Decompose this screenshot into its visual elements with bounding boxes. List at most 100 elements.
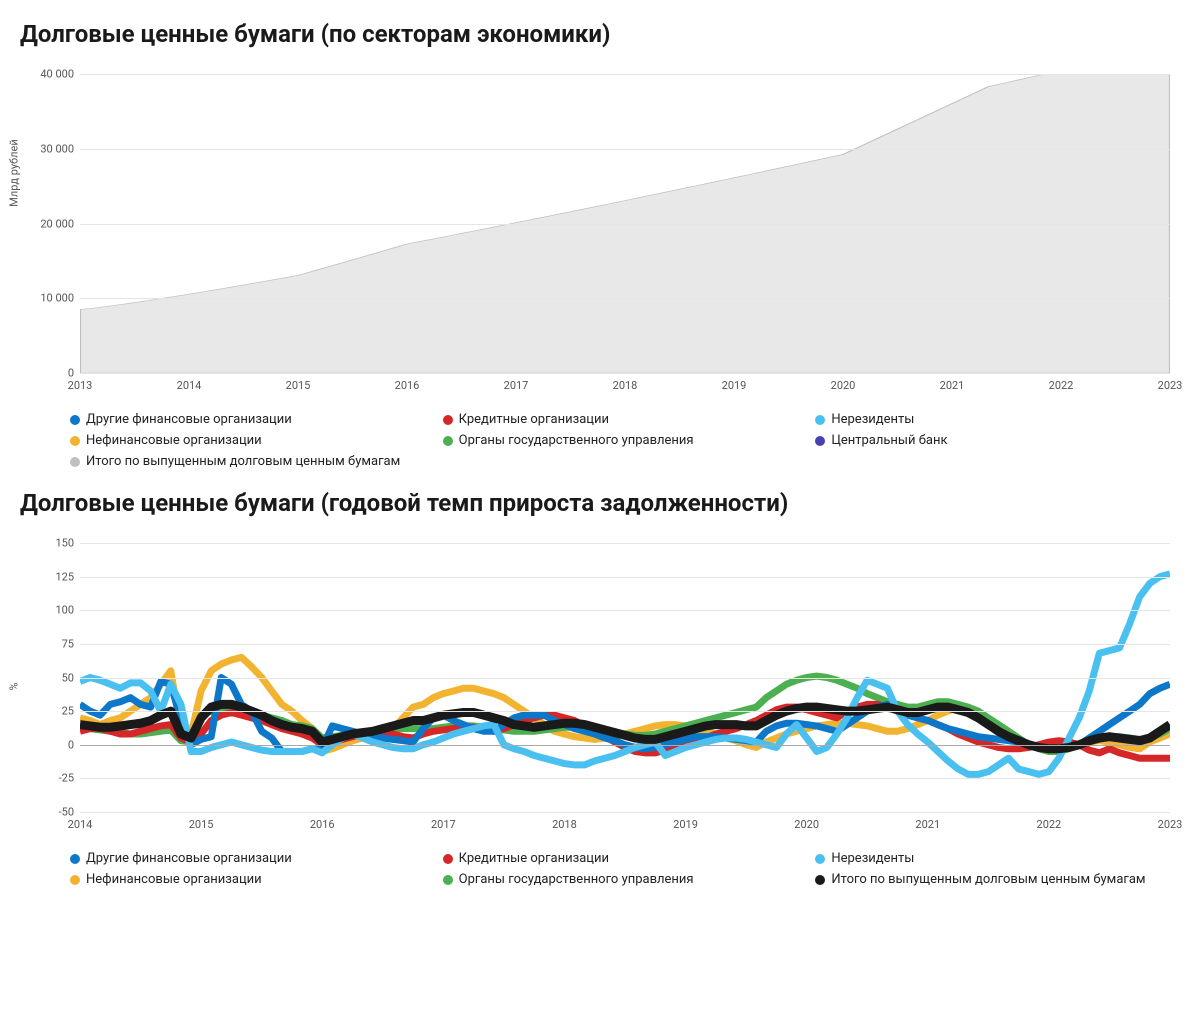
legend-dot-icon	[815, 854, 825, 864]
chart2-x-tick: 2016	[310, 818, 335, 831]
chart1-y-tick: 0	[68, 367, 74, 380]
chart1-gridline	[80, 149, 1170, 150]
legend-item[interactable]: Нефинансовые организации	[70, 872, 435, 887]
chart2-y-tick: 100	[55, 604, 74, 617]
chart1-y-tick: 30 000	[40, 142, 74, 155]
chart1-y-label: Млрд рублей	[8, 139, 21, 206]
legend-dot-icon	[815, 415, 825, 425]
chart1-x-tick: 2013	[68, 379, 93, 392]
chart2-title: Долговые ценные бумаги (годовой темп при…	[20, 489, 1180, 517]
legend-label: Органы государственного управления	[459, 872, 694, 887]
chart1-title: Долговые ценные бумаги (по секторам экон…	[20, 20, 1180, 48]
legend-item[interactable]: Нерезиденты	[815, 412, 1180, 427]
legend-dot-icon	[70, 457, 80, 467]
legend-item[interactable]: Центральный банк	[815, 433, 1180, 448]
legend-item[interactable]: Нерезиденты	[815, 851, 1180, 866]
chart1-x-tick: 2015	[286, 379, 311, 392]
legend-item[interactable]: Органы государственного управления	[443, 433, 808, 448]
legend-label: Кредитные организации	[459, 412, 609, 427]
legend-dot-icon	[70, 436, 80, 446]
legend-item[interactable]: Кредитные организации	[443, 851, 808, 866]
chart1-y-tick: 40 000	[40, 68, 74, 81]
chart2-y-tick: 50	[62, 671, 74, 684]
legend-dot-icon	[70, 415, 80, 425]
chart2-x-tick: 2023	[1158, 818, 1183, 831]
chart2-y-label: %	[8, 682, 21, 690]
legend-label: Нефинансовые организации	[86, 872, 262, 887]
chart2-gridline	[80, 577, 1170, 578]
chart2-x-tick: 2020	[794, 818, 819, 831]
chart1-gridline	[80, 373, 1170, 374]
chart2-gridline	[80, 644, 1170, 645]
chart2-area: % -50-2502550751001251502014201520162017…	[20, 533, 1180, 843]
legend-item[interactable]: Итого по выпущенным долговым ценным бума…	[815, 872, 1180, 887]
legend-label: Нерезиденты	[831, 851, 914, 866]
chart2-x-tick: 2022	[1037, 818, 1062, 831]
chart2-x-tick: 2021	[915, 818, 940, 831]
chart1-x-tick: 2017	[504, 379, 529, 392]
chart1-x-tick: 2019	[722, 379, 747, 392]
chart2-x-tick: 2014	[68, 818, 93, 831]
legend-label: Кредитные организации	[459, 851, 609, 866]
chart2-gridline	[80, 610, 1170, 611]
legend-label: Нефинансовые организации	[86, 433, 262, 448]
chart1-x-tick: 2016	[395, 379, 420, 392]
legend-label: Итого по выпущенным долговым ценным бума…	[86, 454, 400, 469]
legend-dot-icon	[815, 875, 825, 885]
legend-item[interactable]: Другие финансовые организации	[70, 412, 435, 427]
chart2-x-tick: 2018	[552, 818, 577, 831]
chart2-x-tick: 2017	[431, 818, 456, 831]
chart1-plot: 010 00020 00030 00040 000201320142015201…	[80, 74, 1170, 374]
legend-label: Другие финансовые организации	[86, 851, 292, 866]
legend-item[interactable]: Другие финансовые организации	[70, 851, 435, 866]
legend-dot-icon	[70, 875, 80, 885]
chart1-y-tick: 10 000	[40, 292, 74, 305]
legend-dot-icon	[815, 436, 825, 446]
chart2-plot: -50-250255075100125150201420152016201720…	[80, 543, 1170, 813]
legend-dot-icon	[70, 854, 80, 864]
legend-item[interactable]: Нефинансовые организации	[70, 433, 435, 448]
chart2-block: Долговые ценные бумаги (годовой темп при…	[20, 489, 1180, 887]
legend-item[interactable]: Органы государственного управления	[443, 872, 808, 887]
chart2-y-tick: 75	[62, 637, 74, 650]
chart2-y-tick: 0	[68, 738, 74, 751]
chart2-x-tick: 2019	[673, 818, 698, 831]
chart2-gridline	[80, 543, 1170, 544]
chart1-gridline	[80, 74, 1170, 75]
legend-dot-icon	[443, 854, 453, 864]
legend-label: Центральный банк	[831, 433, 947, 448]
chart1-gridline	[80, 224, 1170, 225]
chart1-x-tick: 2021	[940, 379, 965, 392]
chart2-gridline	[80, 678, 1170, 679]
legend-dot-icon	[443, 415, 453, 425]
legend-dot-icon	[443, 875, 453, 885]
legend-label: Итого по выпущенным долговым ценным бума…	[831, 872, 1145, 887]
chart1-x-tick: 2018	[613, 379, 638, 392]
chart2-gridline	[80, 778, 1170, 779]
chart1-legend: Другие финансовые организации Кредитные о…	[20, 412, 1180, 469]
chart1-block: Долговые ценные бумаги (по секторам экон…	[20, 20, 1180, 469]
chart2-y-tick: -25	[59, 772, 74, 785]
chart1-y-tick: 20 000	[40, 217, 74, 230]
chart2-gridline	[80, 745, 1170, 746]
legend-label: Органы государственного управления	[459, 433, 694, 448]
chart2-y-tick: 125	[55, 570, 74, 583]
chart1-gridline	[80, 298, 1170, 299]
legend-label: Нерезиденты	[831, 412, 914, 427]
chart1-x-tick: 2023	[1158, 379, 1183, 392]
legend-label: Другие финансовые организации	[86, 412, 292, 427]
chart2-y-tick: -50	[59, 806, 74, 819]
legend-dot-icon	[443, 436, 453, 446]
chart2-y-tick: 25	[62, 705, 74, 718]
legend-item[interactable]: Итого по выпущенным долговым ценным бума…	[70, 454, 435, 469]
chart1-area: Млрд рублей 010 00020 00030 00040 000201…	[20, 64, 1180, 404]
chart1-x-tick: 2020	[831, 379, 856, 392]
chart1-x-tick: 2014	[177, 379, 202, 392]
chart2-legend: Другие финансовые организации Кредитные о…	[20, 851, 1180, 887]
chart2-x-tick: 2015	[189, 818, 214, 831]
chart2-gridline	[80, 711, 1170, 712]
chart2-gridline	[80, 812, 1170, 813]
chart2-y-tick: 150	[55, 537, 74, 550]
legend-item[interactable]: Кредитные организации	[443, 412, 808, 427]
chart1-x-tick: 2022	[1049, 379, 1074, 392]
